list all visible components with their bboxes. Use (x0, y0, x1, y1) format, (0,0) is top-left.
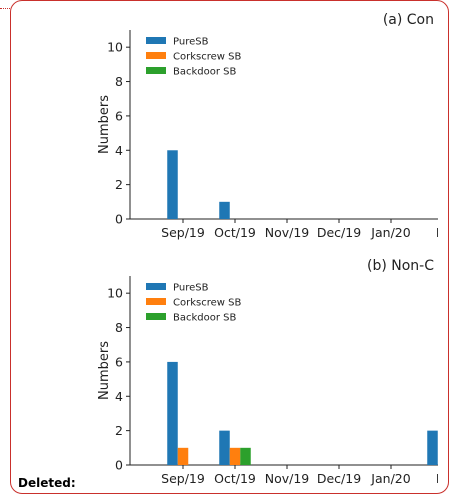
y-tick-label: 6 (115, 354, 123, 369)
legend-label: PureSB (173, 37, 209, 48)
legend-swatch (146, 52, 166, 59)
y-tick-label: 8 (115, 320, 123, 335)
y-tick-label: 10 (107, 286, 123, 301)
x-tick-label: Oct/19 (214, 471, 256, 486)
comment-connector-top (0, 8, 14, 9)
bar-puresb (219, 201, 230, 219)
legend-swatch (146, 313, 166, 320)
bar-puresb (167, 150, 178, 219)
chart-title: (b) Non-C (367, 258, 434, 274)
x-tick-label: Dec/19 (317, 471, 361, 486)
x-tick-label: Fe (436, 225, 449, 240)
legend-swatch (146, 67, 166, 74)
x-tick-label: Sep/19 (161, 471, 205, 486)
chart-a: (a) Con 0 2 4 6 8 10 Numbers Sep/19 Oct/19 Nov/19 D… (97, 12, 449, 240)
x-tick-label: Fe (436, 471, 449, 486)
legend-swatch (146, 283, 166, 290)
chart-b: (b) Non-C 0 2 4 6 8 10 Numbers Sep/19 Oct/19 Nov/1… (97, 258, 449, 486)
y-tick-label: 2 (115, 423, 123, 438)
legend-label: PureSB (173, 283, 209, 294)
bar-puresb (427, 430, 438, 465)
bar-backdoor-sb (240, 447, 251, 465)
y-axis-label: Numbers (97, 341, 112, 400)
legend-swatch (146, 298, 166, 305)
tracked-change-frame (10, 0, 449, 494)
legend-label: Backdoor SB (173, 67, 236, 78)
y-tick-label: 8 (115, 74, 123, 89)
legend-swatch (146, 37, 166, 44)
chart-title: (a) Con (383, 12, 434, 28)
bar-puresb (219, 430, 230, 465)
y-tick-label: 10 (107, 40, 123, 55)
x-tick-label: Oct/19 (214, 225, 256, 240)
bar-corkscrew-sb (229, 447, 241, 465)
y-axis-label: Numbers (97, 95, 112, 154)
y-tick-label: 2 (115, 177, 123, 192)
x-tick-label: Jan/20 (370, 471, 410, 486)
x-tick-label: Dec/19 (317, 225, 361, 240)
y-tick-label: 6 (115, 108, 123, 123)
y-tick-label: 4 (115, 389, 123, 404)
x-tick-label: Sep/19 (161, 225, 205, 240)
bar-puresb (167, 361, 178, 465)
legend-label: Backdoor SB (173, 313, 236, 324)
legend-label: Corkscrew SB (173, 52, 241, 63)
y-tick-label: 4 (115, 143, 123, 158)
x-tick-label: Nov/19 (265, 471, 310, 486)
legend-label: Corkscrew SB (173, 298, 241, 309)
y-tick-label: 0 (115, 212, 123, 227)
y-tick-label: 0 (115, 458, 123, 473)
bar-corkscrew-sb (177, 447, 189, 465)
x-tick-label: Jan/20 (370, 225, 410, 240)
x-tick-label: Nov/19 (265, 225, 310, 240)
deleted-label: Deleted: (18, 476, 76, 490)
